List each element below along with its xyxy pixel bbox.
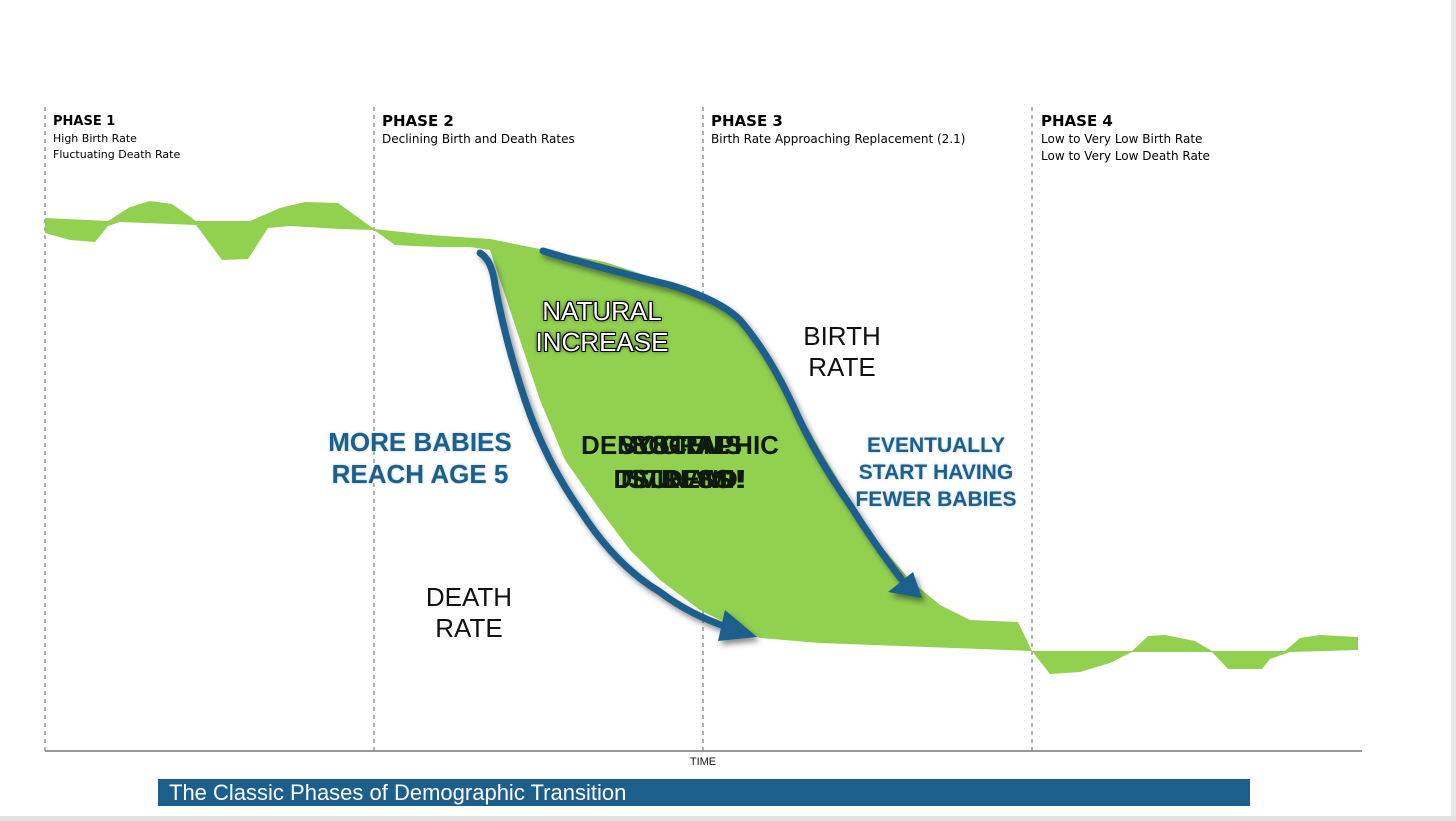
phase-4-line-2: Low to Very Low Death Rate <box>1041 149 1210 163</box>
natural-increase-line-1: NATURAL <box>542 296 662 326</box>
birth-rate-label: BIRTH RATE <box>782 321 902 383</box>
time-axis-label: TIME <box>689 756 717 768</box>
natural-increase-band <box>45 201 1358 674</box>
phase-2-title: PHASE 2 <box>382 112 454 130</box>
overlap-3-line-1: SYSTEMS <box>617 430 743 460</box>
right-edge <box>1451 0 1456 816</box>
fewer-babies-label: EVENTUALLY START HAVING FEWER BABIES <box>836 432 1036 513</box>
phase-2-line-1: Declining Birth and Death Rates <box>382 132 575 146</box>
overlap-3-line-2: STRESS <box>627 464 733 494</box>
bottom-edge <box>0 816 1456 821</box>
demographic-dividend-label: DEMOGRAPHIC DIVIDEND! <box>560 428 800 496</box>
death-rate-line-1: DEATH <box>425 582 513 612</box>
fewer-babies-line-1: EVENTUALLY <box>866 434 1006 457</box>
banner-title: The Classic Phases of Demographic Transi… <box>169 780 627 805</box>
death-rate-arrowhead <box>718 610 757 641</box>
birth-rate-arrow <box>539 247 906 584</box>
phase-4-header: PHASE 4 Low to Very Low Birth Rate Low t… <box>1041 112 1210 165</box>
overlap-2-line-1: SOCIAL <box>630 430 730 460</box>
phase-2-header: PHASE 2 Declining Birth and Death Rates <box>382 112 575 148</box>
phase-3-title: PHASE 3 <box>711 112 783 130</box>
more-babies-line-1: MORE BABIES <box>328 427 512 457</box>
title-banner: The Classic Phases of Demographic Transi… <box>158 779 1250 806</box>
systems-stress-label: SYSTEMS STRESS <box>560 428 800 496</box>
birth-rate-line-1: BIRTH <box>803 321 881 351</box>
fewer-babies-line-3: FEWER BABIES <box>855 488 1017 511</box>
birth-rate-line-2: RATE <box>808 352 876 382</box>
phase-1-title: PHASE 1 <box>53 114 116 129</box>
phase-4-line-1: Low to Very Low Birth Rate <box>1041 132 1203 146</box>
phase-4-title: PHASE 4 <box>1041 112 1113 130</box>
natural-increase-label: NATURAL INCREASE <box>520 296 684 358</box>
more-babies-label: MORE BABIES REACH AGE 5 <box>310 426 530 490</box>
more-babies-line-2: REACH AGE 5 <box>331 459 509 489</box>
phase-1-line-1: High Birth Rate <box>53 132 137 145</box>
fewer-babies-line-2: START HAVING <box>858 461 1014 484</box>
overlap-2-line-2: TSUNAMI! <box>616 464 744 494</box>
death-rate-line-2: RATE <box>435 613 503 643</box>
phase-3-header: PHASE 3 Birth Rate Approaching Replaceme… <box>711 112 965 148</box>
social-tsunami-label: SOCIAL TSUNAMI! <box>560 428 800 496</box>
birth-rate-arrowhead <box>888 572 922 598</box>
natural-increase-line-2: INCREASE <box>535 327 669 357</box>
phase-3-line-1: Birth Rate Approaching Replacement (2.1) <box>711 132 966 146</box>
overlap-1-line-2: DIVIDEND! <box>613 464 747 494</box>
overlap-1-line-1: DEMOGRAPHIC <box>581 430 779 460</box>
phase-1-header: PHASE 1 High Birth Rate Fluctuating Deat… <box>53 112 180 163</box>
death-rate-arrow <box>476 249 734 632</box>
death-rate-label: DEATH RATE <box>409 582 529 644</box>
phase-1-line-2: Fluctuating Death Rate <box>53 148 181 161</box>
